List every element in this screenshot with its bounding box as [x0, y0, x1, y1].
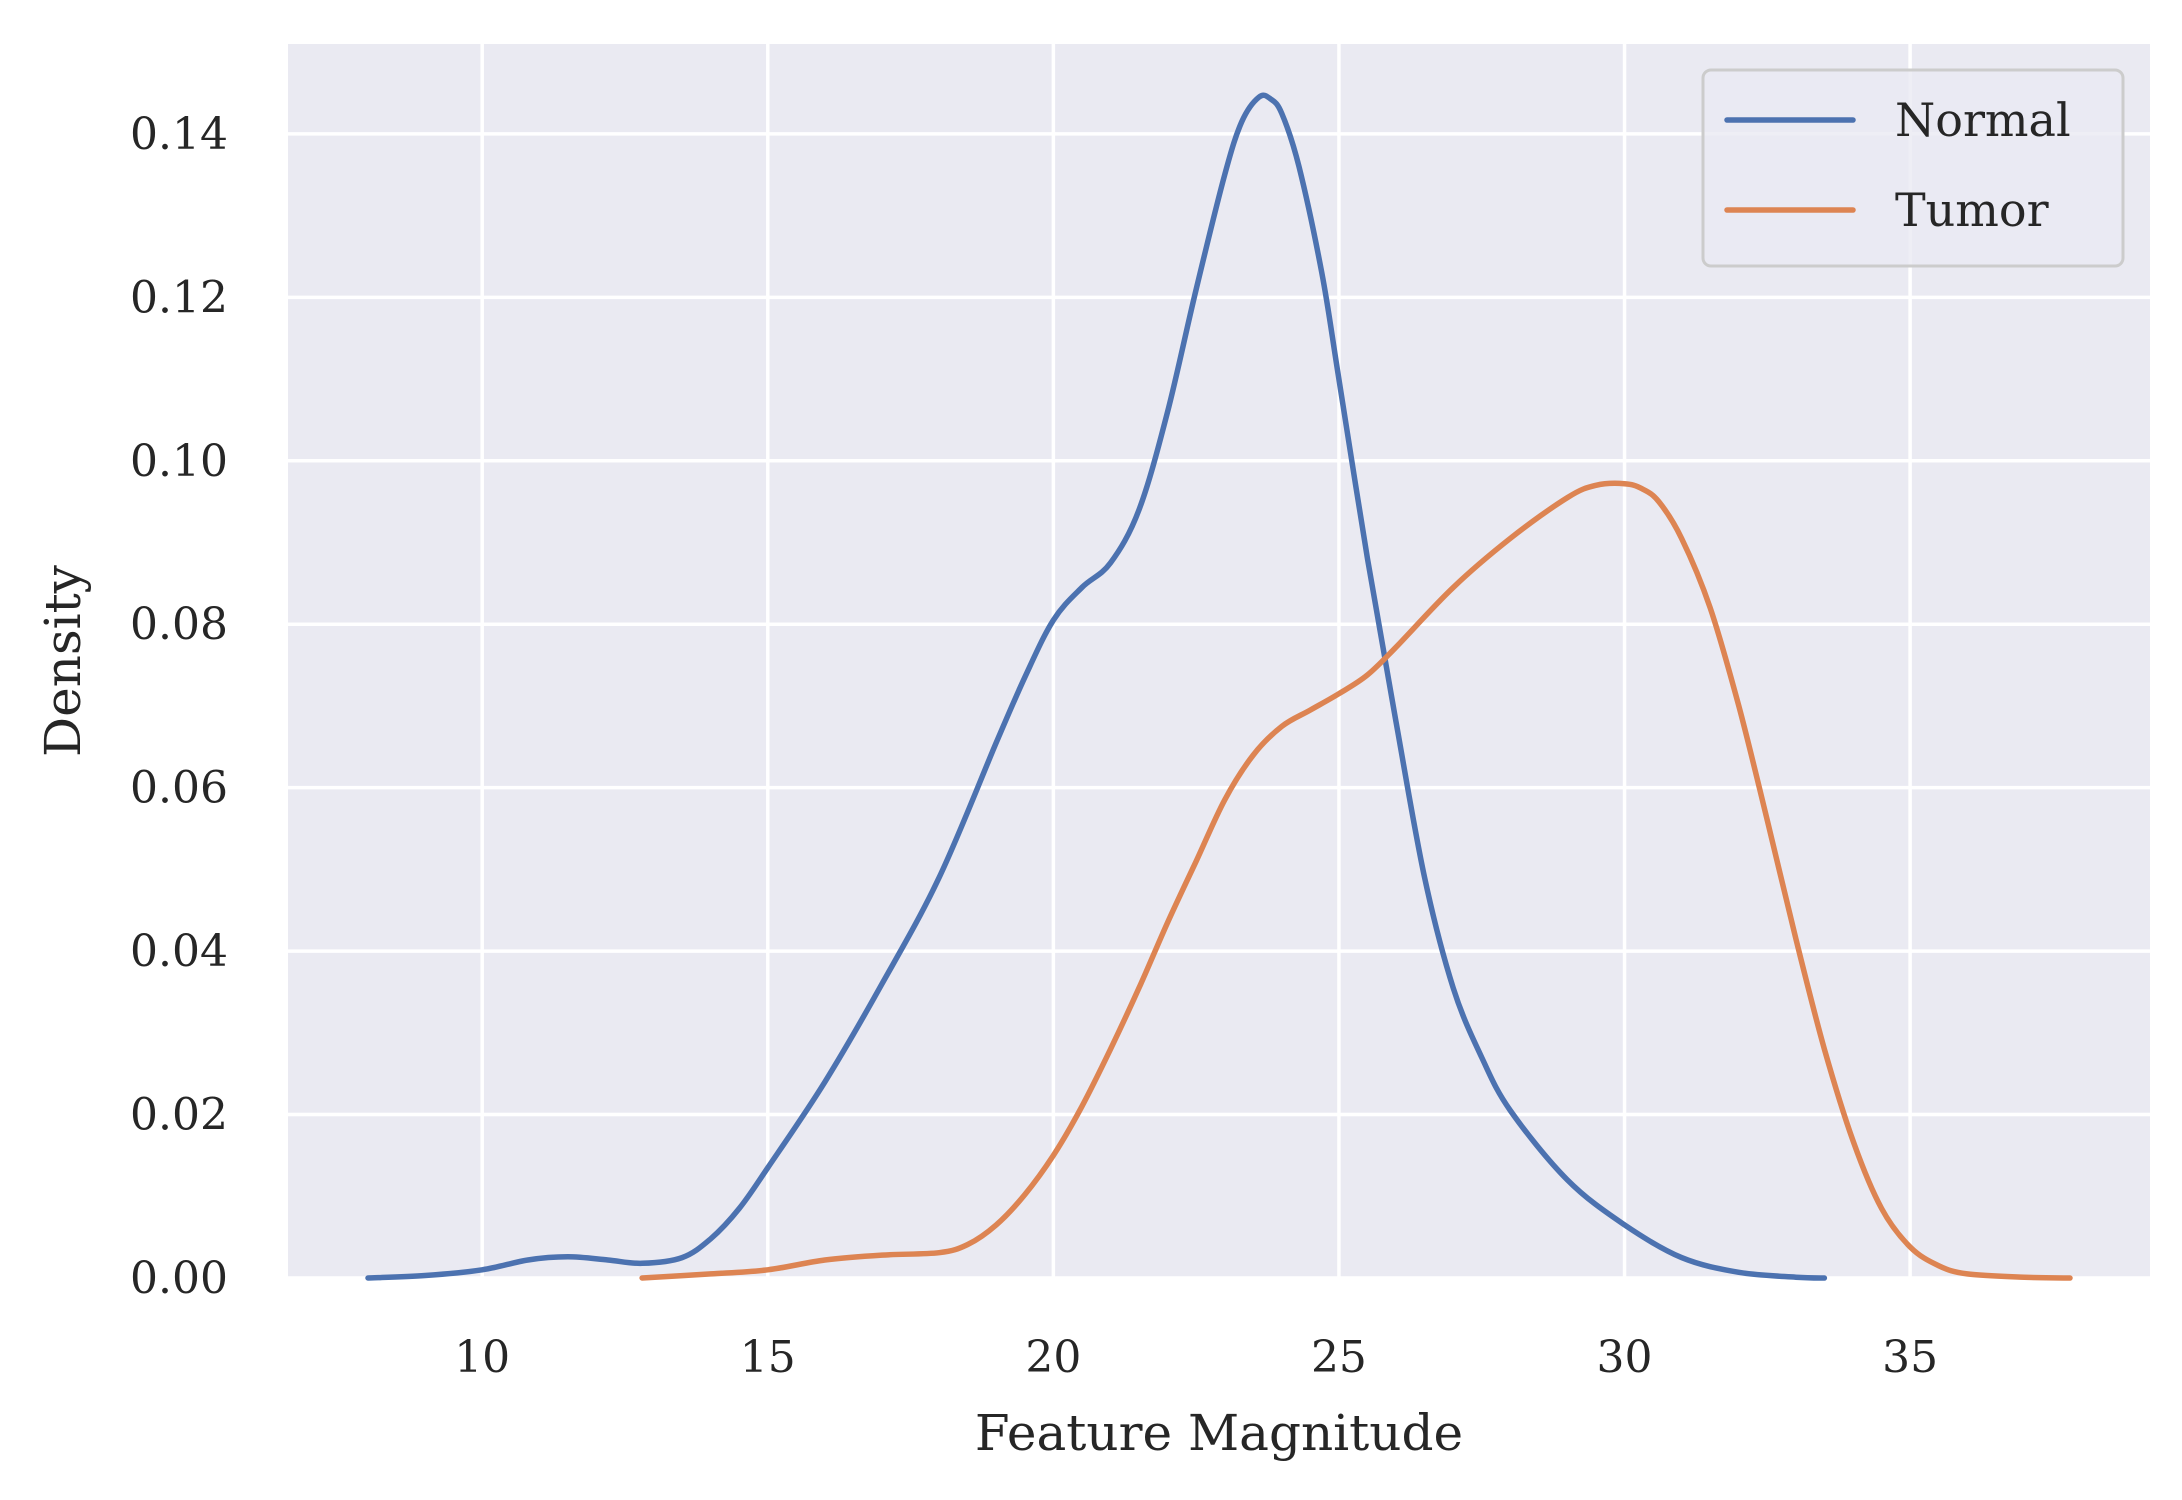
series-lines	[365, 92, 2073, 1281]
y-axis-title: Density	[34, 564, 92, 757]
x-tick-labels: 10 15 20 25 30 35	[454, 1332, 1938, 1383]
legend: Normal Tumor	[1701, 68, 2125, 268]
x-tick-label: 35	[1882, 1332, 1938, 1383]
y-tick-label: 0.14	[130, 109, 228, 160]
x-tick-label: 15	[740, 1332, 796, 1383]
y-tick-label: 0.12	[130, 272, 228, 323]
series-line-normal	[365, 92, 1828, 1281]
x-tick-label: 20	[1025, 1332, 1081, 1383]
x-tick-label: 25	[1311, 1332, 1367, 1383]
y-tick-label: 0.06	[130, 763, 228, 814]
y-tick-label: 0.08	[130, 599, 228, 650]
y-tick-label: 0.00	[130, 1253, 228, 1304]
y-tick-label: 0.10	[130, 436, 228, 487]
x-tick-label: 30	[1597, 1332, 1653, 1383]
grid-lines	[288, 44, 2150, 1280]
y-tick-labels: 0.00 0.02 0.04 0.06 0.08 0.10 0.12 0.14	[130, 109, 228, 1304]
x-axis-title: Feature Magnitude	[975, 1404, 1463, 1462]
y-tick-label: 0.02	[130, 1090, 228, 1141]
series-line-tumor	[639, 480, 2073, 1281]
x-tick-label: 10	[454, 1332, 510, 1383]
legend-label: Tumor	[1895, 183, 2049, 237]
legend-label: Normal	[1895, 93, 2071, 147]
y-tick-label: 0.04	[130, 926, 228, 977]
